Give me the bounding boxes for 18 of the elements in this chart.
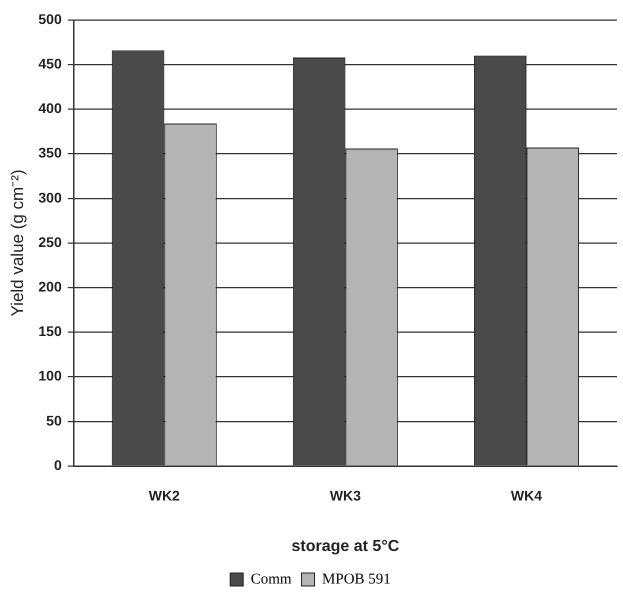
x-tick-label: WK2 xyxy=(148,487,180,504)
x-tick-label: WK4 xyxy=(510,487,542,504)
y-tick-label: 50 xyxy=(46,412,62,428)
legend-label: Comm xyxy=(250,571,292,588)
y-tick-label: 350 xyxy=(38,144,62,161)
y-tick-label: 400 xyxy=(38,100,62,116)
y-tick-label: 450 xyxy=(38,55,62,72)
y-tick-label: 250 xyxy=(38,234,62,250)
x-axis-title: storage at 5°C xyxy=(291,538,400,555)
y-tick-label: 200 xyxy=(38,278,62,294)
y-tick-label: 500 xyxy=(38,10,62,27)
y-tick-label: 300 xyxy=(38,189,62,206)
legend-label: MPOB 591 xyxy=(322,571,391,588)
x-tick-label: WK3 xyxy=(330,487,362,504)
y-axis-title: Yield value (g cm⁻²) xyxy=(8,169,27,317)
y-tick-label: 100 xyxy=(38,368,62,384)
y-tick-label: 0 xyxy=(54,456,62,473)
y-tick-label: 150 xyxy=(38,323,62,340)
